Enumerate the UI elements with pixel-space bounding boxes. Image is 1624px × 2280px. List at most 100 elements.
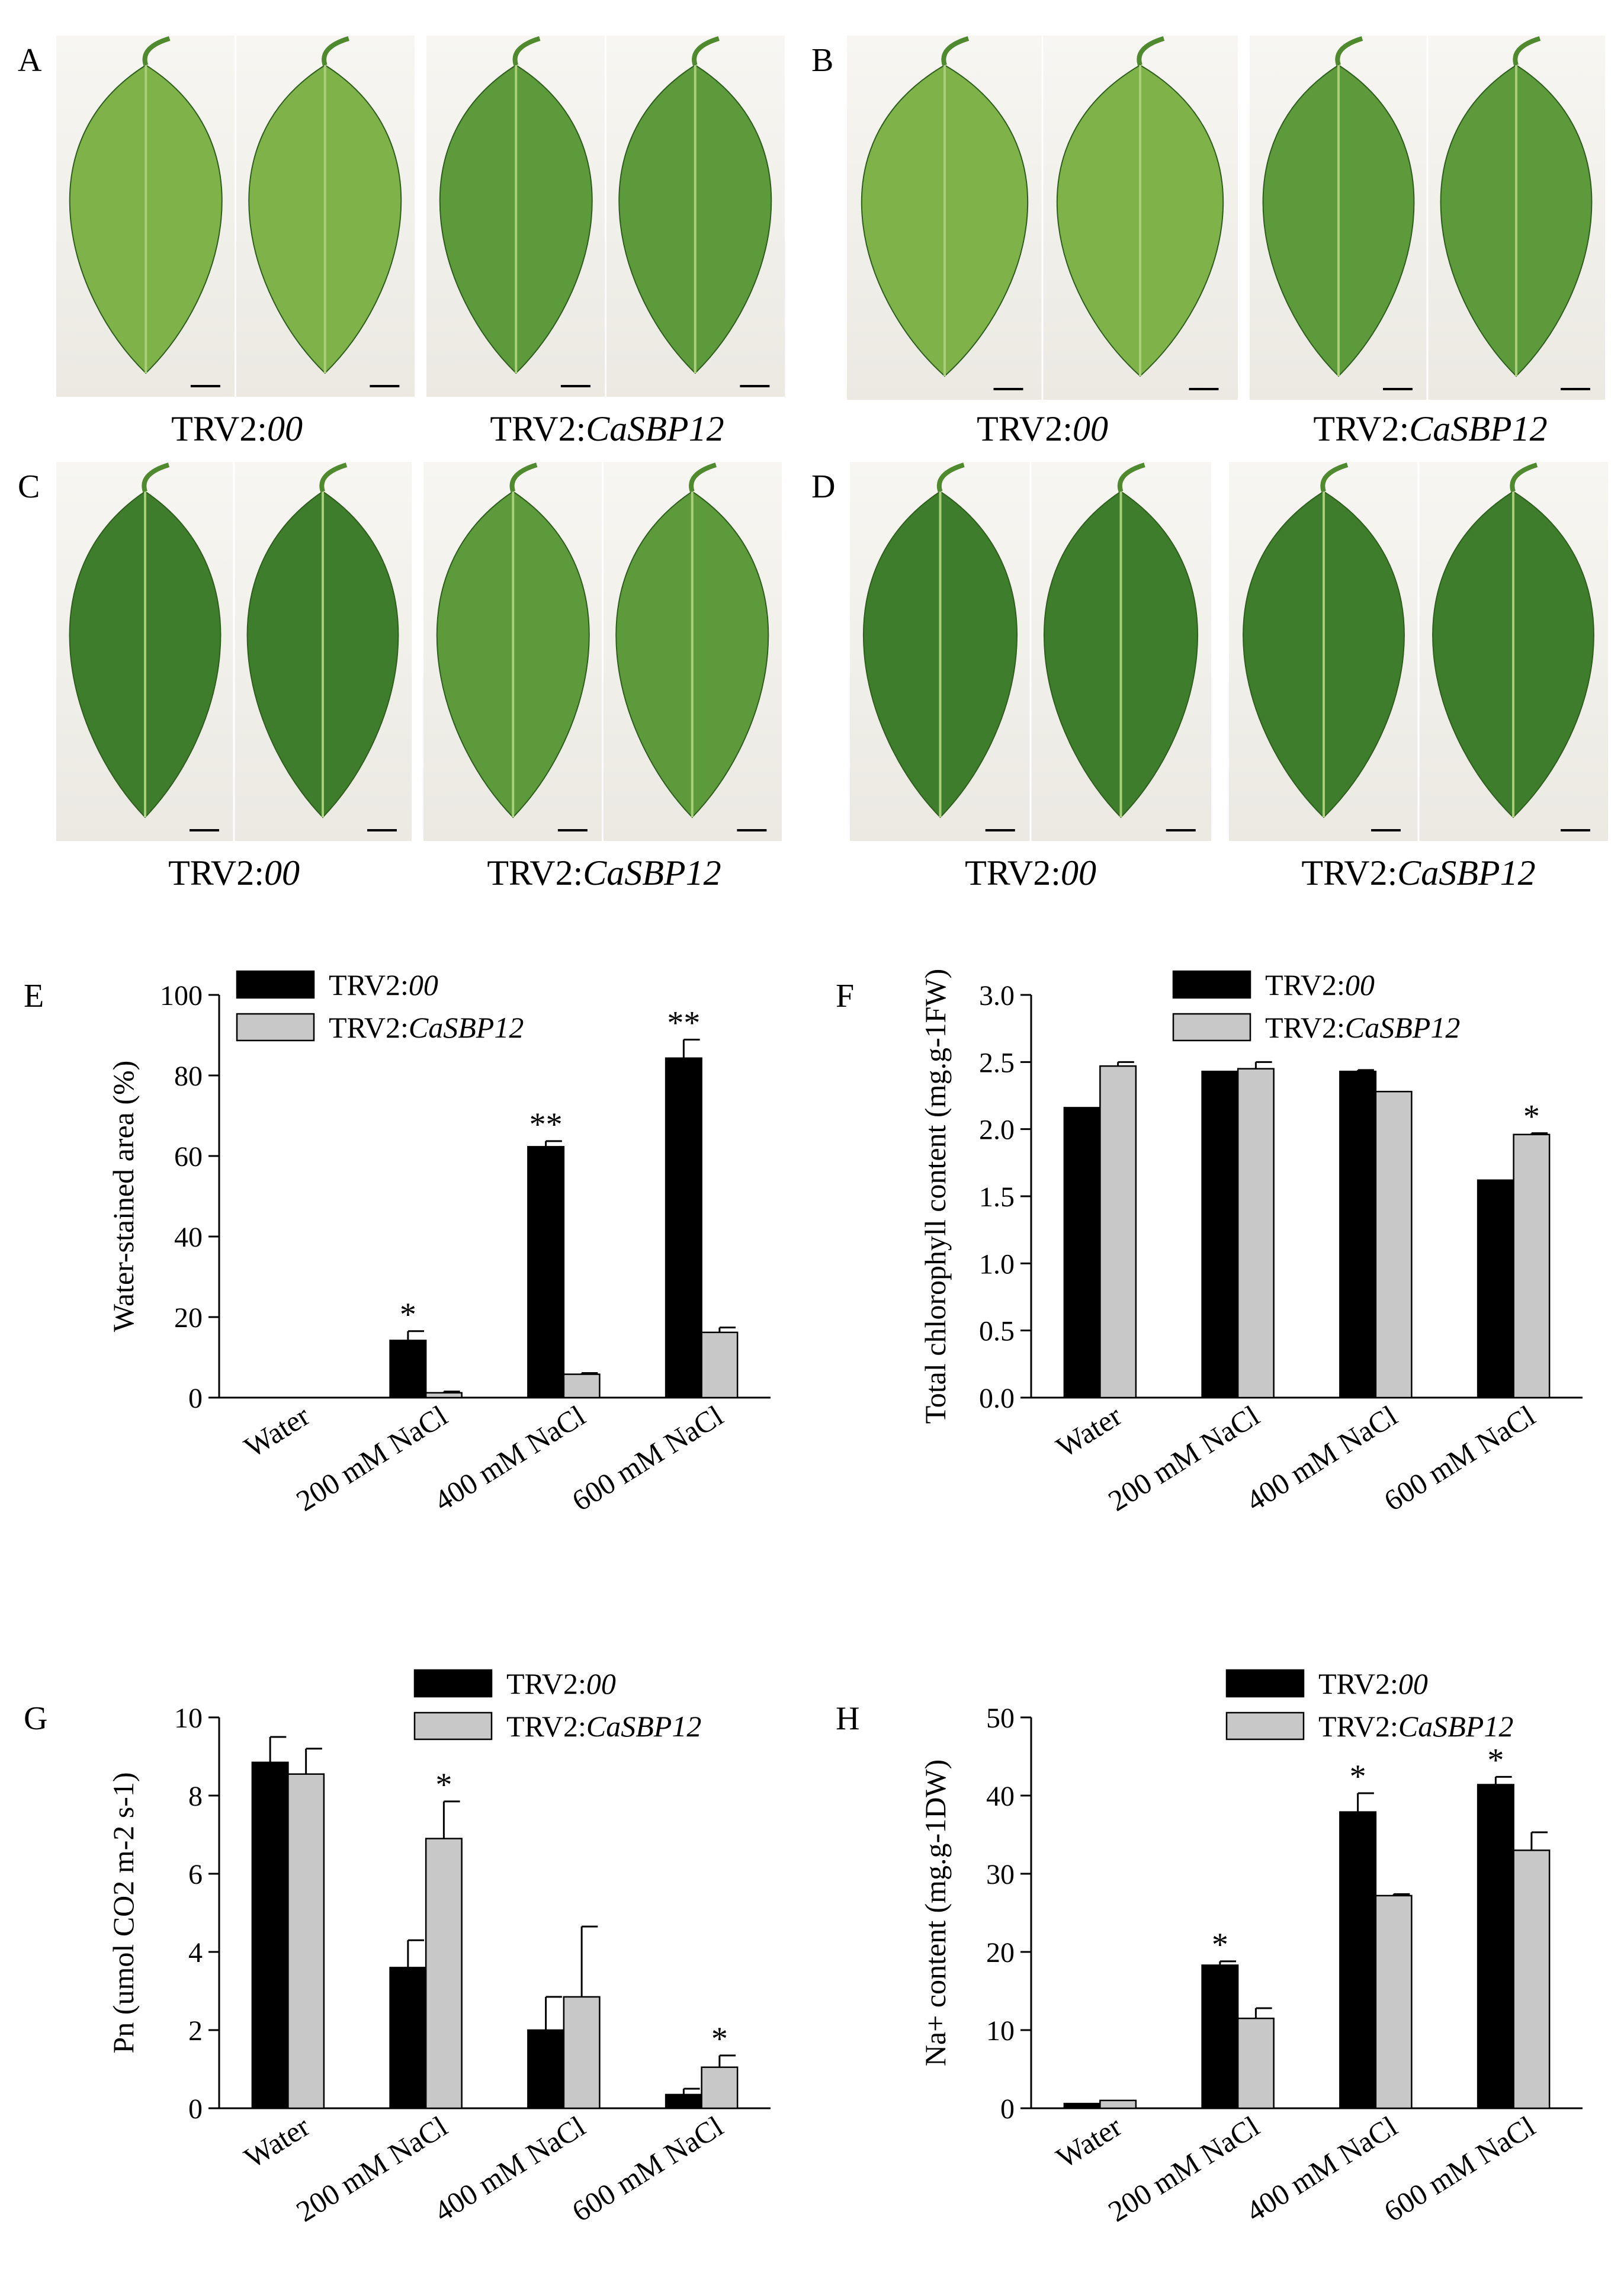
bar bbox=[563, 1996, 601, 2109]
chart-e: E 0 20 40 60 80 100 Water-stained area (%) Water… bbox=[24, 968, 771, 1518]
bar bbox=[527, 2029, 565, 2109]
y-tick-label: 30 bbox=[986, 1859, 1015, 1890]
y-tick-label: 3.0 bbox=[979, 980, 1015, 1011]
bar bbox=[665, 2093, 702, 2109]
y-tick-label: 10 bbox=[174, 1703, 203, 1734]
leaf-stem bbox=[1510, 463, 1538, 493]
bar bbox=[1063, 1107, 1101, 1399]
bar bbox=[287, 1773, 325, 2109]
y-axis-label: Total chlorophyll content (mg.g-1FW) bbox=[919, 969, 952, 1424]
legend-swatch bbox=[236, 970, 315, 999]
x-tick-label: Water bbox=[1050, 2109, 1127, 2175]
y-tick-label: 20 bbox=[174, 1302, 203, 1334]
leaf-photo-d-control bbox=[850, 462, 1211, 841]
y-tick-label: 4 bbox=[188, 1937, 203, 1968]
bar bbox=[563, 1373, 601, 1399]
leaf-photo-a-treat bbox=[426, 36, 785, 397]
bar bbox=[1063, 2102, 1101, 2109]
y-tick-label: 2 bbox=[188, 2015, 203, 2047]
panel-letter-c: C bbox=[18, 468, 40, 505]
bar bbox=[1201, 1964, 1239, 2109]
legend-label: TRV2:CaSBP12 bbox=[506, 1710, 701, 1743]
significance-mark: * bbox=[1523, 1098, 1540, 1135]
leaf-stem bbox=[1320, 463, 1349, 493]
chart-f: F 0.0 0.5 1.0 1.5 2.0 2.5 3.0 Total chlorophyll … bbox=[836, 968, 1583, 1518]
legend-swatch bbox=[1225, 1669, 1305, 1698]
y-axis-label: Water-stained area (%) bbox=[107, 1061, 140, 1332]
chart-h: H 0 10 20 30 40 50 Na+ content (mg.g-1DW) Water *… bbox=[836, 1667, 1583, 2228]
x-tick-label: 400 mM NaCl bbox=[428, 1399, 591, 1518]
panel-letter: F bbox=[836, 978, 854, 1014]
bar bbox=[1237, 1068, 1275, 1399]
x-tick-label: 200 mM NaCl bbox=[290, 2109, 453, 2228]
leaf-stem bbox=[941, 36, 970, 66]
x-tick-label: 200 mM NaCl bbox=[1102, 2109, 1265, 2228]
bar bbox=[425, 1838, 463, 2109]
leaf-stem bbox=[509, 463, 538, 493]
bar bbox=[527, 1146, 565, 1399]
y-tick-label: 0 bbox=[188, 1383, 203, 1414]
leaf-photo-b-control bbox=[847, 36, 1238, 400]
leaf-stem bbox=[937, 463, 965, 493]
y-tick-label: 80 bbox=[174, 1061, 203, 1092]
significance-mark: * bbox=[1350, 1758, 1366, 1795]
y-tick-label: 100 bbox=[160, 980, 203, 1011]
chart-g: G 0 2 4 6 8 10 Pn (umol CO2 m-2 s-1) Water * 200 m… bbox=[24, 1667, 771, 2228]
significance-mark: * bbox=[400, 1296, 416, 1333]
y-tick-label: 2.0 bbox=[979, 1115, 1015, 1146]
panel-letter: G bbox=[24, 1700, 47, 1737]
caption-a-treat: TRV2:CaSBP12 bbox=[490, 409, 724, 448]
x-tick-label: 400 mM NaCl bbox=[1240, 1399, 1403, 1518]
x-tick-label: 600 mM NaCl bbox=[566, 2109, 729, 2228]
bar bbox=[1513, 1133, 1551, 1399]
bar bbox=[1201, 1070, 1239, 1399]
y-tick-label: 1.5 bbox=[979, 1181, 1015, 1213]
y-tick-label: 40 bbox=[986, 1781, 1015, 1812]
y-tick-label: 8 bbox=[188, 1781, 203, 1812]
legend-label: TRV2:00 bbox=[1265, 968, 1375, 1001]
leaf-stem bbox=[1137, 36, 1165, 66]
bar bbox=[1477, 1179, 1514, 1399]
legend-label: TRV2:00 bbox=[1318, 1667, 1428, 1700]
legend-label: TRV2:00 bbox=[329, 968, 438, 1001]
bar bbox=[1099, 2099, 1137, 2109]
bar bbox=[1375, 1894, 1413, 2109]
x-tick-label: Water bbox=[238, 1399, 315, 1464]
caption-c-treat: TRV2:CaSBP12 bbox=[487, 853, 721, 892]
legend-swatch bbox=[1225, 1711, 1305, 1740]
significance-mark: * bbox=[1487, 1742, 1504, 1778]
y-axis-label: Pn (umol CO2 m-2 s-1) bbox=[107, 1772, 140, 2054]
panel-letter-d: D bbox=[811, 468, 836, 505]
y-axis-label: Na+ content (mg.g-1DW) bbox=[919, 1759, 952, 2066]
x-tick-label: Water bbox=[238, 2109, 315, 2175]
legend-swatch bbox=[236, 1013, 315, 1042]
x-tick-label: 600 mM NaCl bbox=[566, 1399, 729, 1518]
bar bbox=[1477, 1784, 1514, 2109]
caption-c-control: TRV2:00 bbox=[168, 853, 300, 892]
x-tick-label: 400 mM NaCl bbox=[1240, 2109, 1403, 2228]
leaf-photo-b-treat bbox=[1250, 36, 1605, 400]
legend-label: TRV2:CaSBP12 bbox=[1265, 1011, 1460, 1044]
legend-swatch bbox=[413, 1711, 493, 1740]
caption-b-control: TRV2:00 bbox=[977, 409, 1108, 448]
leaf-photo-a-control bbox=[56, 36, 415, 397]
legend-swatch bbox=[1172, 1013, 1251, 1042]
caption-d-control: TRV2:00 bbox=[965, 853, 1096, 892]
leaf-stem bbox=[142, 463, 170, 493]
y-tick-label: 0.0 bbox=[979, 1383, 1015, 1414]
leaf-stem bbox=[512, 36, 541, 66]
bar bbox=[701, 2066, 739, 2109]
panel-letter: H bbox=[836, 1700, 859, 1737]
leaf-stem bbox=[1513, 36, 1541, 66]
leaf-photo-d-treat bbox=[1229, 462, 1608, 841]
panel-letter-a: A bbox=[18, 42, 42, 79]
bar bbox=[251, 1761, 289, 2109]
y-tick-label: 40 bbox=[174, 1222, 203, 1253]
panel-letter-b: B bbox=[811, 42, 834, 79]
y-tick-label: 1.0 bbox=[979, 1248, 1015, 1280]
bar bbox=[665, 1057, 702, 1399]
x-tick-label: 600 mM NaCl bbox=[1378, 1399, 1541, 1518]
leaf-stem bbox=[142, 36, 171, 66]
bar bbox=[1339, 1811, 1377, 2109]
leaf-photo-c-treat bbox=[423, 462, 782, 841]
